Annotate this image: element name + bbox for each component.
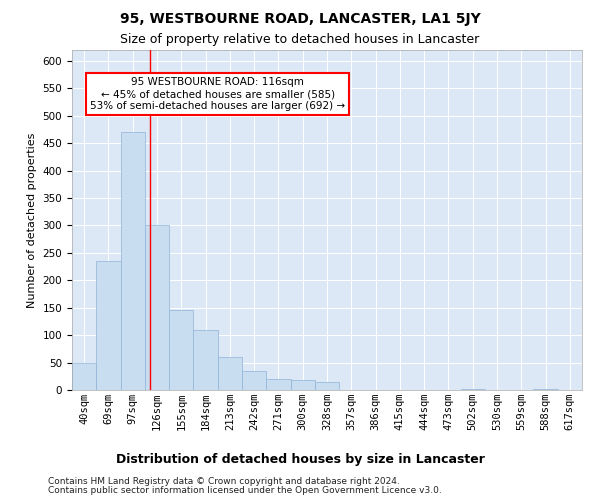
Text: Size of property relative to detached houses in Lancaster: Size of property relative to detached ho… <box>121 32 479 46</box>
Bar <box>315 382 339 390</box>
Text: Contains HM Land Registry data © Crown copyright and database right 2024.: Contains HM Land Registry data © Crown c… <box>48 477 400 486</box>
Bar <box>218 357 242 390</box>
Bar <box>96 261 121 390</box>
Bar <box>72 362 96 390</box>
Bar <box>121 132 145 390</box>
Text: Contains public sector information licensed under the Open Government Licence v3: Contains public sector information licen… <box>48 486 442 495</box>
Bar <box>290 380 315 390</box>
Bar <box>193 330 218 390</box>
Text: 95, WESTBOURNE ROAD, LANCASTER, LA1 5JY: 95, WESTBOURNE ROAD, LANCASTER, LA1 5JY <box>119 12 481 26</box>
Text: 95 WESTBOURNE ROAD: 116sqm
← 45% of detached houses are smaller (585)
53% of sem: 95 WESTBOURNE ROAD: 116sqm ← 45% of deta… <box>90 78 345 110</box>
Y-axis label: Number of detached properties: Number of detached properties <box>27 132 37 308</box>
Text: Distribution of detached houses by size in Lancaster: Distribution of detached houses by size … <box>116 452 484 466</box>
Bar <box>266 379 290 390</box>
Bar <box>145 226 169 390</box>
Bar <box>242 371 266 390</box>
Bar <box>169 310 193 390</box>
